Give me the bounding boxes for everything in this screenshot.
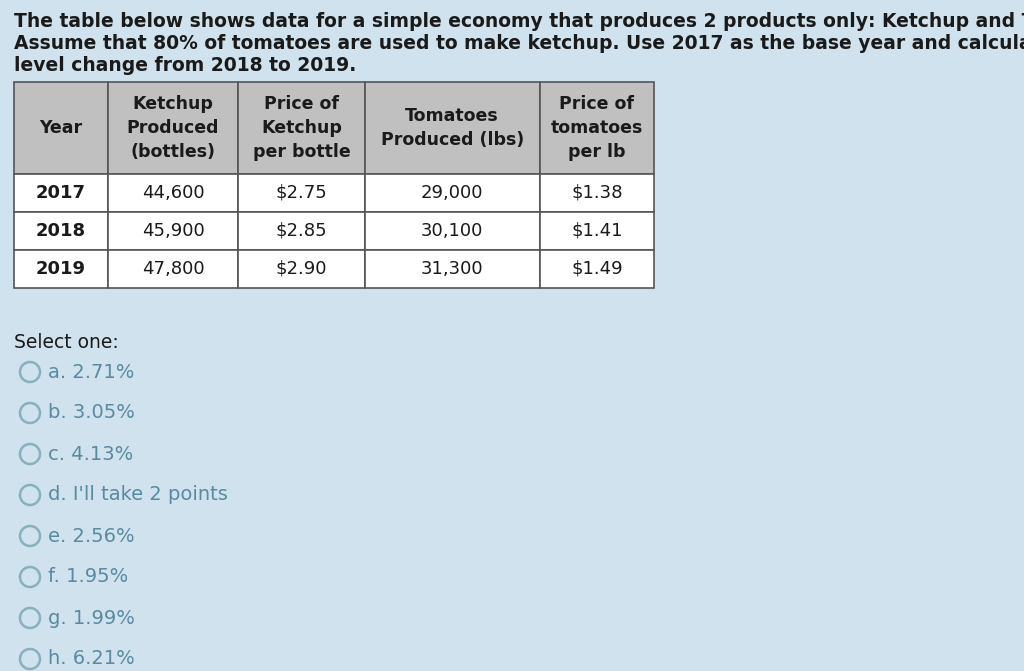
Bar	[108, 82, 239, 174]
Ellipse shape	[20, 362, 40, 382]
Text: Ketchup
Produced
(bottles): Ketchup Produced (bottles)	[127, 95, 219, 160]
Bar	[239, 174, 365, 212]
Text: $1.41: $1.41	[571, 222, 623, 240]
Text: 29,000: 29,000	[421, 184, 483, 202]
Ellipse shape	[20, 526, 40, 546]
Text: 2018: 2018	[36, 222, 86, 240]
Bar	[365, 82, 540, 174]
Text: 31,300: 31,300	[421, 260, 483, 278]
Bar	[108, 174, 239, 212]
Text: Year: Year	[39, 119, 83, 137]
Ellipse shape	[20, 608, 40, 628]
Bar	[540, 212, 654, 250]
Text: Price of
Ketchup
per bottle: Price of Ketchup per bottle	[253, 95, 350, 160]
Bar	[14, 212, 108, 250]
Text: h. 6.21%: h. 6.21%	[48, 650, 135, 668]
Text: 47,800: 47,800	[141, 260, 205, 278]
Text: Tomatoes
Produced (lbs): Tomatoes Produced (lbs)	[381, 107, 524, 149]
Text: 30,100: 30,100	[421, 222, 483, 240]
Text: 44,600: 44,600	[141, 184, 205, 202]
Bar	[365, 250, 540, 288]
Text: $1.49: $1.49	[571, 260, 623, 278]
Ellipse shape	[20, 444, 40, 464]
Text: $2.75: $2.75	[275, 184, 328, 202]
Text: c. 4.13%: c. 4.13%	[48, 444, 133, 464]
Bar	[239, 250, 365, 288]
Bar	[365, 212, 540, 250]
Text: d. I'll take 2 points: d. I'll take 2 points	[48, 486, 228, 505]
Ellipse shape	[20, 567, 40, 587]
Text: b. 3.05%: b. 3.05%	[48, 403, 135, 423]
Text: Assume that 80% of tomatoes are used to make ketchup. Use 2017 as the base year : Assume that 80% of tomatoes are used to …	[14, 34, 1024, 53]
Text: 2017: 2017	[36, 184, 86, 202]
Text: 2019: 2019	[36, 260, 86, 278]
Bar	[540, 174, 654, 212]
Text: $2.90: $2.90	[275, 260, 327, 278]
Bar	[108, 250, 239, 288]
Bar	[365, 174, 540, 212]
Text: Price of
tomatoes
per lb: Price of tomatoes per lb	[551, 95, 643, 160]
Ellipse shape	[20, 649, 40, 669]
Bar	[14, 82, 108, 174]
Bar	[14, 250, 108, 288]
Ellipse shape	[20, 485, 40, 505]
Text: e. 2.56%: e. 2.56%	[48, 527, 134, 546]
Bar	[239, 82, 365, 174]
Bar	[540, 250, 654, 288]
Text: level change from 2018 to 2019.: level change from 2018 to 2019.	[14, 56, 356, 75]
Text: Select one:: Select one:	[14, 333, 119, 352]
Text: $2.85: $2.85	[275, 222, 328, 240]
Bar	[108, 212, 239, 250]
Text: g. 1.99%: g. 1.99%	[48, 609, 135, 627]
Text: 45,900: 45,900	[141, 222, 205, 240]
Text: f. 1.95%: f. 1.95%	[48, 568, 128, 586]
Bar	[540, 82, 654, 174]
Bar	[239, 212, 365, 250]
Text: a. 2.71%: a. 2.71%	[48, 362, 134, 382]
Bar	[14, 174, 108, 212]
Text: $1.38: $1.38	[571, 184, 623, 202]
Text: The table below shows data for a simple economy that produces 2 products only: K: The table below shows data for a simple …	[14, 12, 1024, 31]
Ellipse shape	[20, 403, 40, 423]
